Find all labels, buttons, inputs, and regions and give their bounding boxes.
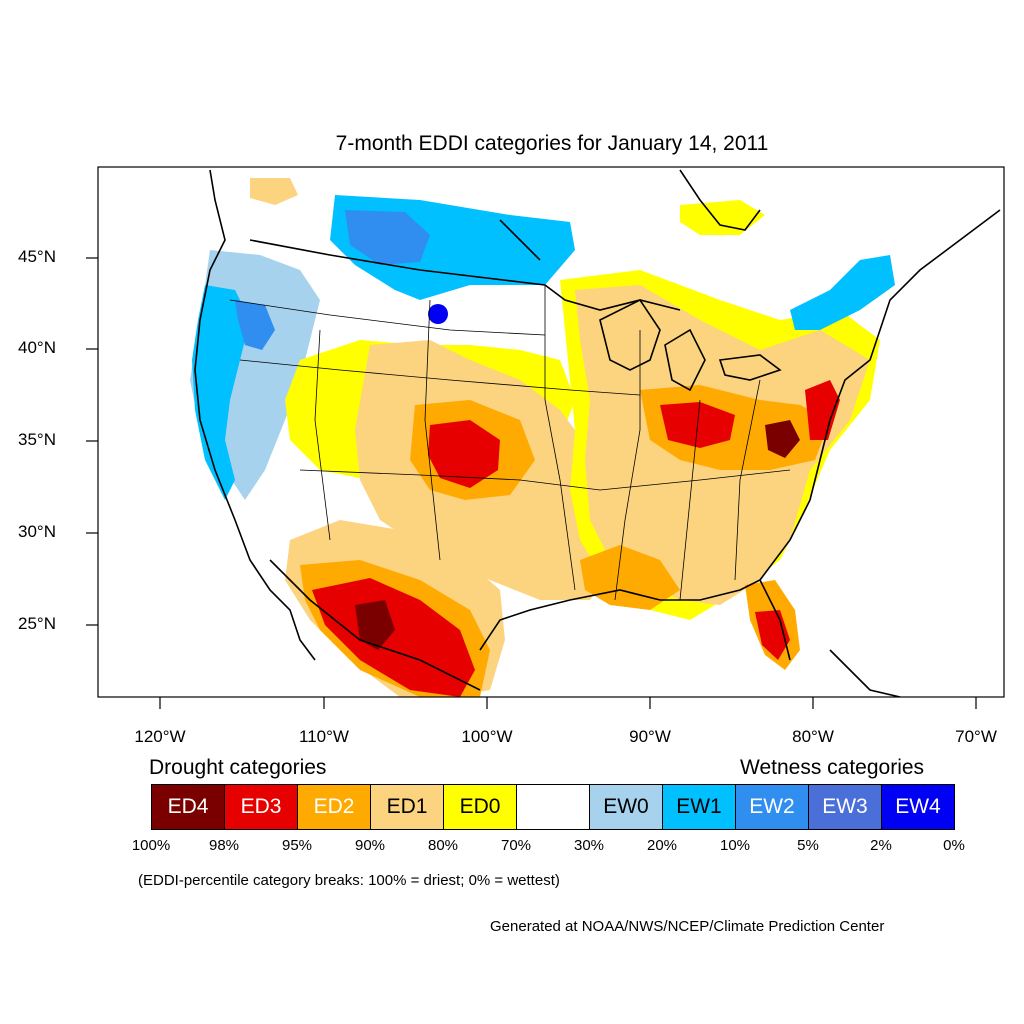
lat-label-30: 30°N	[18, 522, 56, 541]
map-title: 7-month EDDI categories for January 14, …	[335, 132, 769, 155]
break-label: 80%	[427, 837, 459, 854]
legend-box-ew2: EW2	[735, 784, 809, 830]
drought-categories-heading: Drought categories	[149, 756, 327, 779]
break-label: 2%	[870, 837, 892, 854]
midatlantic-ed3-region	[805, 380, 840, 440]
northeast-wet-region	[790, 255, 895, 330]
legend-box-ew4: EW4	[881, 784, 955, 830]
nw-wet-core	[235, 300, 275, 350]
lon-label-110: 110°W	[299, 727, 349, 746]
break-label: 5%	[797, 837, 819, 854]
break-label: 10%	[719, 837, 751, 854]
legend-box-ed3: ED3	[224, 784, 298, 830]
legend-box-ed0: ED0	[443, 784, 517, 830]
legend-box-ed4: ED4	[151, 784, 225, 830]
legend-box-ew1: EW1	[662, 784, 736, 830]
break-label: 70%	[500, 837, 532, 854]
lon-label-80: 80°W	[792, 727, 834, 746]
lon-label-120: 120°W	[134, 727, 186, 746]
legend-box-ew3: EW3	[808, 784, 882, 830]
legend-box-ed2: ED2	[297, 784, 371, 830]
break-label: 100%	[131, 837, 171, 854]
lat-label-45: 45°N	[18, 247, 56, 266]
lat-label-25: 25°N	[18, 614, 56, 633]
break-label: 98%	[208, 837, 240, 854]
break-label: 90%	[354, 837, 386, 854]
canada-ed0-spot	[680, 200, 765, 235]
coastline-lines	[194, 169, 1001, 697]
legend-box-ew0: EW0	[589, 784, 663, 830]
mexico-ed4-core	[355, 600, 395, 650]
category-note: (EDDI-percentile category breaks: 100% =…	[138, 872, 560, 889]
colorado-ed3-core	[428, 420, 500, 488]
wetness-categories-heading: Wetness categories	[740, 756, 925, 779]
break-label: 95%	[281, 837, 313, 854]
break-label: 0%	[943, 837, 965, 854]
lat-label-35: 35°N	[18, 430, 56, 449]
lon-label-90: 90°W	[629, 727, 671, 746]
lat-label-40: 40°N	[18, 338, 56, 357]
lon-label-70: 70°W	[955, 727, 997, 746]
montana-wet-core	[345, 210, 430, 265]
legend-box-neutral	[516, 784, 590, 830]
canada-ed1-spot	[250, 178, 298, 205]
wet-spot-ew4	[428, 304, 448, 324]
state-borders	[229, 285, 791, 601]
credit-line: Generated at NOAA/NWS/NCEP/Climate Predi…	[490, 918, 885, 935]
break-label: 20%	[646, 837, 678, 854]
virginia-ed4-core	[765, 420, 800, 458]
break-label: 30%	[573, 837, 605, 854]
lon-label-100: 100°W	[461, 727, 513, 746]
pacific-coast-wet-region	[192, 285, 250, 500]
axis-ticks	[86, 257, 977, 709]
legend-box-ed1: ED1	[370, 784, 444, 830]
